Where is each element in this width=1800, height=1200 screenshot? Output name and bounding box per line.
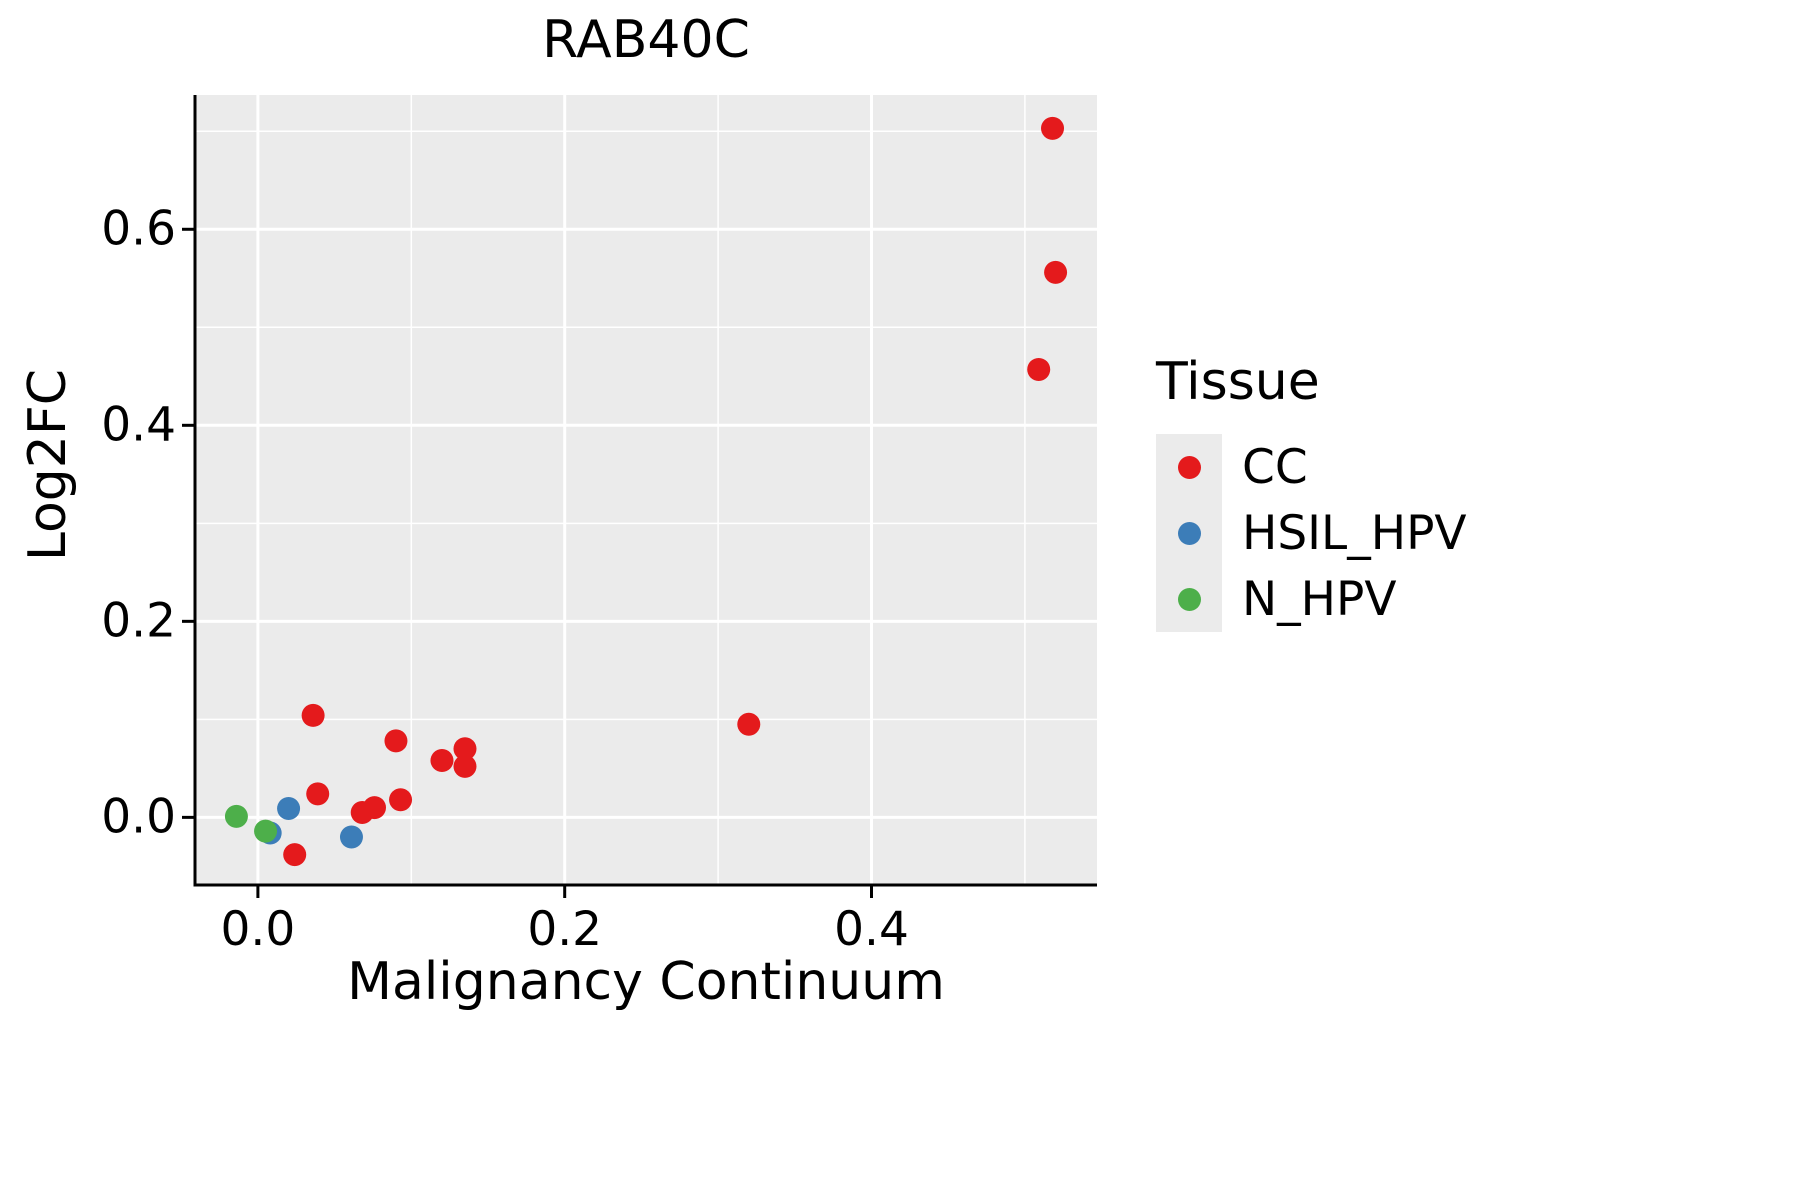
legend-entry-hsil-hpv: HSIL_HPV [1156,500,1467,566]
legend-key-box [1156,500,1222,566]
x-tick-label: 0.2 [527,902,603,957]
y-tick-label: 0.2 [101,593,176,649]
legend-key-box [1156,434,1222,500]
x-tick-label: 0.0 [220,902,296,957]
data-point-N_HPV [224,804,248,828]
legend-title: Tissue [1156,352,1320,412]
x-axis-label: Malignancy Continuum [347,952,945,1012]
x-tick-label: 0.4 [834,902,909,957]
data-point-CC [737,712,761,736]
data-point-CC [1041,116,1065,140]
data-point-CC [453,737,477,761]
data-point-HSIL_HPV [339,825,363,849]
legend-label-cc: CC [1242,439,1308,495]
data-point-CC [430,749,454,773]
legend-key-box [1156,566,1222,632]
legend-entry-cc: CC [1156,434,1467,500]
legend-dot-icon [1177,587,1201,611]
legend-label-n-hpv: N_HPV [1242,571,1397,627]
data-point-N_HPV [254,819,278,843]
data-point-CC [301,703,325,727]
legend-entry-n-hpv: N_HPV [1156,566,1467,632]
y-tick-label: 0.4 [101,397,176,453]
legend-dot-icon [1177,455,1201,479]
data-point-HSIL_HPV [277,797,301,821]
data-point-CC [384,729,408,753]
data-point-CC [350,800,374,824]
legend-dot-icon [1177,521,1201,545]
y-tick-label: 0.6 [101,201,176,257]
legend: Tissue CC HSIL_HPV N_HPV [1156,352,1467,632]
data-point-CC [1044,260,1068,284]
y-tick-label: 0.0 [101,789,176,845]
data-point-CC [283,843,307,867]
chart-title: RAB40C [542,10,750,70]
data-point-CC [453,754,477,778]
data-point-CC [389,788,413,812]
data-point-CC [306,782,330,806]
plot-panel [195,95,1097,885]
legend-label-hsil-hpv: HSIL_HPV [1242,505,1467,561]
data-point-CC [1027,357,1051,381]
